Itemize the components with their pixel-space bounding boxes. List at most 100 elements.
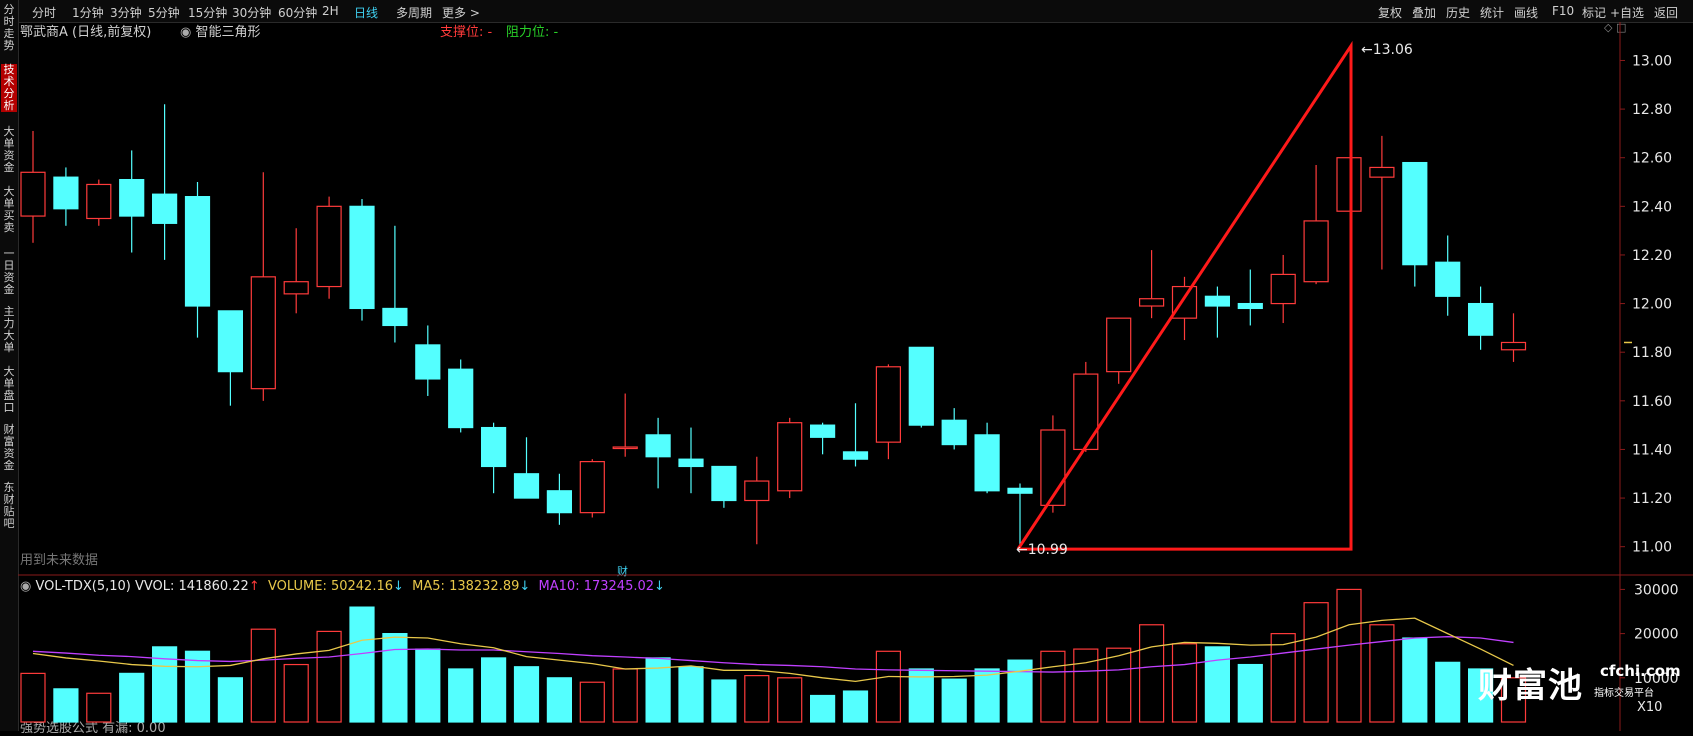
finance-marker[interactable]: 财 — [617, 565, 628, 578]
volume-bar-33[interactable] — [1106, 647, 1132, 723]
candle-41[interactable] — [1369, 135, 1395, 270]
volume-bar-14[interactable] — [481, 657, 507, 723]
candle-5[interactable] — [184, 182, 211, 338]
sidebar-item-2[interactable]: 大单资金 — [3, 125, 15, 174]
sidebar-item-3[interactable]: 大单买卖 — [3, 185, 15, 234]
candle-2[interactable] — [86, 179, 112, 226]
toolbar-period-4[interactable]: 15分钟 — [188, 6, 228, 20]
toolbar-tool-8[interactable]: 返回 — [1654, 6, 1679, 20]
candle-0[interactable] — [20, 130, 46, 243]
toolbar-tool-1[interactable]: 叠加 — [1412, 6, 1437, 20]
volume-bar-1[interactable] — [53, 688, 79, 723]
volume-bar-17[interactable] — [579, 681, 605, 723]
sidebar-item-8[interactable]: 东财贴吧 — [3, 481, 15, 530]
volume-bar-7[interactable] — [250, 628, 276, 723]
volume-bar-21[interactable] — [711, 679, 737, 723]
volume-bar-28[interactable] — [941, 678, 967, 723]
toolbar-period-1[interactable]: 1分钟 — [72, 6, 104, 20]
toolbar-period-8[interactable]: 日线 — [354, 6, 379, 20]
candle-29[interactable] — [974, 422, 1000, 494]
toolbar-period-5[interactable]: 30分钟 — [232, 6, 272, 20]
candle-26[interactable] — [875, 364, 902, 460]
indicator-name[interactable]: ◉ 智能三角形 — [180, 21, 261, 40]
candle-33[interactable] — [1106, 317, 1132, 384]
candle-22[interactable] — [744, 456, 770, 545]
volume-bar-42[interactable] — [1402, 637, 1428, 723]
candle-1[interactable] — [53, 167, 79, 226]
toolbar-period-7[interactable]: 2H — [322, 4, 339, 18]
toolbar-period-10[interactable]: 更多 > — [442, 6, 480, 20]
toolbar-period-2[interactable]: 3分钟 — [110, 6, 142, 20]
candle-15[interactable] — [513, 437, 540, 499]
candle-45[interactable] — [1500, 313, 1527, 362]
volume-toggle-icon[interactable]: ◉ — [20, 579, 32, 594]
candle-42[interactable] — [1402, 161, 1428, 287]
candle-7[interactable] — [250, 172, 276, 401]
candle-6[interactable] — [217, 310, 243, 406]
candle-38[interactable] — [1270, 254, 1296, 324]
volume-bar-3[interactable] — [119, 672, 145, 723]
candle-40[interactable] — [1336, 157, 1362, 212]
candle-18[interactable] — [612, 393, 638, 457]
volume-bar-6[interactable] — [217, 677, 243, 723]
volume-bar-26[interactable] — [875, 650, 902, 723]
candle-21[interactable] — [711, 465, 737, 508]
candle-16[interactable] — [546, 473, 573, 525]
volume-bar-27[interactable] — [908, 668, 934, 723]
toolbar-tool-0[interactable]: 复权 — [1378, 6, 1403, 20]
volume-bar-24[interactable] — [809, 694, 836, 723]
volume-bar-45[interactable] — [1500, 677, 1527, 723]
candle-23[interactable] — [777, 417, 803, 499]
toolbar-tool-5[interactable]: F10 — [1552, 4, 1575, 18]
volume-bar-12[interactable] — [415, 648, 441, 723]
volume-bar-10[interactable] — [349, 606, 375, 723]
sidebar-item-1[interactable]: 技术分析 — [1, 64, 17, 112]
volume-bar-23[interactable] — [777, 677, 803, 723]
candle-10[interactable] — [349, 199, 375, 321]
window-controls[interactable]: ◇ □ — [1604, 21, 1627, 34]
volume-bar-37[interactable] — [1237, 663, 1263, 723]
volume-bar-43[interactable] — [1435, 661, 1461, 723]
candle-25[interactable] — [842, 403, 869, 467]
volume-bar-34[interactable] — [1138, 624, 1165, 723]
candle-30[interactable] — [1007, 483, 1033, 550]
toolbar-period-9[interactable]: 多周期 — [396, 6, 433, 20]
candle-19[interactable] — [645, 417, 671, 489]
toolbar-period-0[interactable]: 分时 — [32, 6, 57, 20]
toolbar-tool-7[interactable]: +自选 — [1610, 6, 1645, 20]
candle-11[interactable] — [382, 225, 408, 343]
candle-39[interactable] — [1303, 165, 1329, 285]
volume-bar-39[interactable] — [1303, 602, 1329, 723]
toolbar-tool-2[interactable]: 历史 — [1446, 6, 1471, 20]
toolbar-tool-6[interactable]: 标记 — [1582, 6, 1607, 20]
toolbar-period-6[interactable]: 60分钟 — [278, 6, 318, 20]
candle-31[interactable] — [1040, 415, 1066, 513]
volume-bar-25[interactable] — [842, 690, 869, 723]
candle-27[interactable] — [908, 346, 934, 428]
candle-44[interactable] — [1467, 286, 1494, 350]
candle-37[interactable] — [1237, 269, 1263, 326]
candle-4[interactable] — [152, 104, 178, 260]
candle-32[interactable] — [1073, 361, 1099, 452]
candle-17[interactable] — [579, 459, 605, 518]
volume-bar-40[interactable] — [1336, 588, 1362, 723]
candle-13[interactable] — [448, 359, 474, 433]
candle-14[interactable] — [481, 422, 507, 494]
candle-43[interactable] — [1435, 235, 1461, 316]
volume-bar-5[interactable] — [184, 650, 211, 723]
candle-12[interactable] — [415, 325, 441, 396]
toolbar-period-3[interactable]: 5分钟 — [148, 6, 180, 20]
volume-bar-22[interactable] — [744, 674, 770, 723]
indicator-toggle-icon[interactable]: ◉ — [180, 25, 192, 40]
volume-bar-35[interactable] — [1171, 643, 1198, 723]
candle-3[interactable] — [119, 150, 145, 253]
sidebar-item-5[interactable]: 主力大单 — [3, 305, 15, 354]
volume-bar-9[interactable] — [316, 630, 342, 723]
volume-bar-41[interactable] — [1369, 624, 1395, 723]
volume-bar-16[interactable] — [546, 677, 573, 723]
volume-bar-44[interactable] — [1467, 668, 1494, 723]
candle-9[interactable] — [316, 196, 342, 299]
volume-bar-0[interactable] — [20, 672, 46, 723]
candle-8[interactable] — [283, 228, 309, 314]
